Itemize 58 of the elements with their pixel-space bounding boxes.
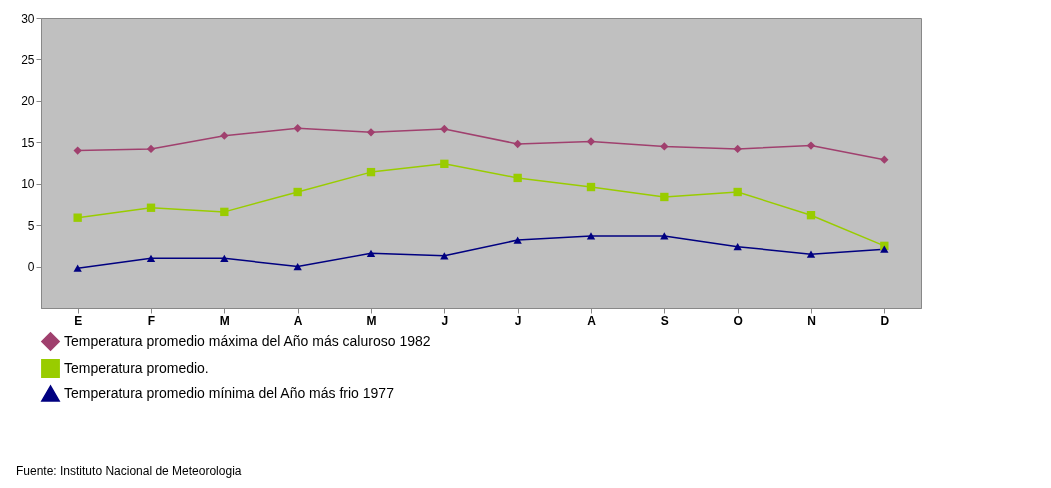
- x-tick-label: D: [880, 313, 890, 328]
- y-tick-label: 20: [21, 94, 35, 109]
- legend-label: Temperatura promedio máxima del Año más caluroso 1982: [64, 332, 431, 349]
- point: [146, 254, 156, 262]
- x-tick-label: O: [733, 313, 743, 328]
- point: [806, 250, 816, 258]
- point: [513, 236, 522, 244]
- x-tick-label: N: [807, 313, 816, 328]
- point: [513, 139, 522, 149]
- point: [806, 141, 816, 150]
- point: [586, 182, 596, 192]
- y-tick-label: 5: [27, 218, 35, 233]
- point: [513, 173, 522, 183]
- point: [660, 232, 669, 240]
- x-tick-label: M: [366, 313, 377, 328]
- point: [733, 243, 742, 251]
- legend-label: Temperatura promedio mínima del Año más frio 1977: [64, 384, 395, 401]
- point: [73, 146, 82, 155]
- y-tick-label: 0: [27, 260, 35, 275]
- point: [220, 207, 229, 217]
- point: [220, 254, 229, 262]
- x-tick-label: F: [147, 313, 156, 328]
- point: [586, 137, 596, 146]
- x-tick-label: J: [441, 313, 449, 328]
- point: [146, 203, 156, 212]
- point: [293, 262, 302, 271]
- y-tick-label: 30: [21, 11, 35, 26]
- point: [733, 187, 742, 197]
- point: [806, 211, 816, 220]
- x-tick-label: E: [74, 313, 83, 328]
- point: [660, 192, 669, 202]
- legend-label: Temperatura promedio.: [64, 359, 209, 376]
- point: [440, 124, 449, 134]
- point: [660, 142, 669, 151]
- x-tick-label: J: [514, 313, 522, 328]
- x-tick-label: A: [587, 313, 597, 328]
- point: [440, 252, 449, 260]
- x-tick-label: S: [660, 313, 669, 328]
- point: [733, 144, 742, 154]
- source-note: Fuente: Instituto Nacional de Meteorologia: [16, 464, 242, 478]
- x-tick-label: M: [219, 313, 230, 328]
- point: [440, 159, 449, 169]
- point: [366, 128, 376, 137]
- y-tick-label: 10: [21, 177, 35, 192]
- y-tick-label: 25: [21, 52, 35, 67]
- point: [880, 155, 889, 164]
- point: [586, 232, 596, 240]
- point: [293, 187, 302, 197]
- x-tick-label: A: [293, 313, 303, 328]
- point: [366, 249, 376, 257]
- point: [880, 245, 889, 253]
- y-tick-label: 15: [21, 135, 35, 150]
- point: [146, 144, 156, 154]
- point: [220, 131, 229, 140]
- point: [293, 124, 302, 133]
- point: [73, 213, 82, 222]
- point: [366, 167, 376, 177]
- point: [73, 264, 82, 272]
